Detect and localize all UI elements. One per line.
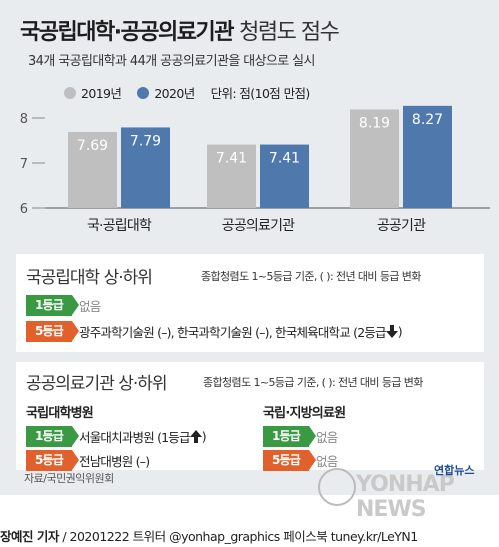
y-tick-label: 8 [20,112,28,127]
regional-centers-heading: 국립·지방의료원 [263,406,346,421]
data-label: 7.41 [269,151,300,167]
grade1-badge: 1등급 [26,426,79,447]
logo-korean: 연합뉴스 [434,464,475,477]
medical-section: 공공의료기관 상·하위 종합청렴도 1~5등급 기준, ( ): 전년 대비 등… [16,362,484,471]
yonhap-logo: YONHAP NEWS 연합뉴스 [318,462,486,522]
bar-2020 [260,144,309,208]
universities-bottom-value: 광주과학기술원 (–), 한국과학기술원 (–), 한국체육대학교 (2등급 [79,325,387,340]
regional-centers-bottom-value: 없음 [316,454,338,469]
bar-chart: 6 7 8 7.69 7.79 국·공립대학 7.41 7.41 공공의료기관 8.19 8.27 공… [20,105,490,234]
universities-bottom-row: 5등급 광주과학기술원 (–), 한국과학기술원 (–), 한국체육대학교 (2… [26,321,403,342]
bar-2019 [350,109,399,208]
title-light: 청렴도 점수 [239,20,340,45]
universities-title: 국공립대학 상·하위 [26,268,153,288]
data-label: 7.41 [216,151,247,167]
regional-centers-top-value: 없음 [316,430,338,445]
y-tick-label: 6 [20,202,28,217]
national-hospitals-top-value: 서울대치과병원 (1등급 [79,430,191,445]
national-hospitals-bottom-row: 5등급 전남대병원 (–) [26,450,150,471]
category-label: 국·공립대학 [87,218,152,234]
legend-swatch-2020 [137,86,150,99]
grade5-badge: 5등급 [263,450,316,471]
grade1-badge: 1등급 [263,426,316,447]
page-title: 국공립대학·공공의료기관 청렴도 점수 [20,14,340,46]
data-label: 7.69 [77,138,108,154]
universities-top-row: 1등급 없음 [26,295,101,316]
chart-legend: 2019년 2020년 단위: 점(10점 만점) [64,83,310,102]
bar-2019 [207,144,256,208]
reporter-name: 장예진 기자 [0,529,59,544]
legend-label-2019: 2019년 [81,86,122,101]
category-label: 공공기관 [377,218,426,234]
data-label: 8.19 [359,115,390,131]
national-hospitals-bottom-value: 전남대병원 (–) [79,454,150,469]
national-hospitals-top-row: 1등급 서울대치과병원 (1등급 ) [26,426,207,447]
logo-english: YONHAP NEWS [356,472,455,522]
national-hospitals-heading: 국립대학병원 [26,406,94,421]
medical-title: 공공의료기관 상·하위 [26,374,168,394]
credit-rest: / 20201222 트위터 @yonhap_graphics 페이스북 tun… [58,529,418,544]
legend-label-2020: 2020년 [154,86,195,101]
grade5-badge: 5등급 [26,321,79,342]
data-label: 8.27 [412,112,443,128]
bar-2019 [68,131,117,208]
category-label: 공공의료기관 [222,218,295,234]
up-arrow-icon [189,430,202,443]
y-tick-label: 7 [20,157,28,172]
data-label: 7.79 [130,133,161,149]
source-note: 자료/국민권익위원회 [24,472,114,485]
bar-2020 [403,105,452,208]
universities-note: 종합청렴도 1~5등급 기준, ( ): 전년 대비 등급 변화 [201,270,421,283]
grade5-badge: 5등급 [26,450,79,471]
regional-centers-top-row: 1등급 없음 [263,426,338,447]
title-bold: 국공립대학·공공의료기관 [20,20,235,45]
medical-note: 종합청렴도 1~5등급 기준, ( ): 전년 대비 등급 변화 [203,376,423,389]
legend-swatch-2019 [64,86,76,99]
credit-line: 장예진 기자 / 20201222 트위터 @yonhap_graphics 페… [0,526,418,545]
universities-top-value: 없음 [79,299,101,314]
universities-section: 국공립대학 상·하위 종합청렴도 1~5등급 기준, ( ): 전년 대비 등급… [16,254,484,352]
bar-2020 [121,127,170,208]
unit-note: 단위: 점(10점 만점) [210,86,311,101]
page-subtitle: 34개 국공립대학과 44개 공공의료기관을 대상으로 실시 [28,54,316,69]
down-arrow-icon [385,325,398,338]
infographic-panel: 국공립대학·공공의료기관 청렴도 점수 34개 국공립대학과 44개 공공의료기… [0,0,499,495]
grade1-badge: 1등급 [26,295,79,316]
logo-circle-icon [318,468,356,506]
regional-centers-bottom-row: 5등급 없음 [263,450,338,471]
